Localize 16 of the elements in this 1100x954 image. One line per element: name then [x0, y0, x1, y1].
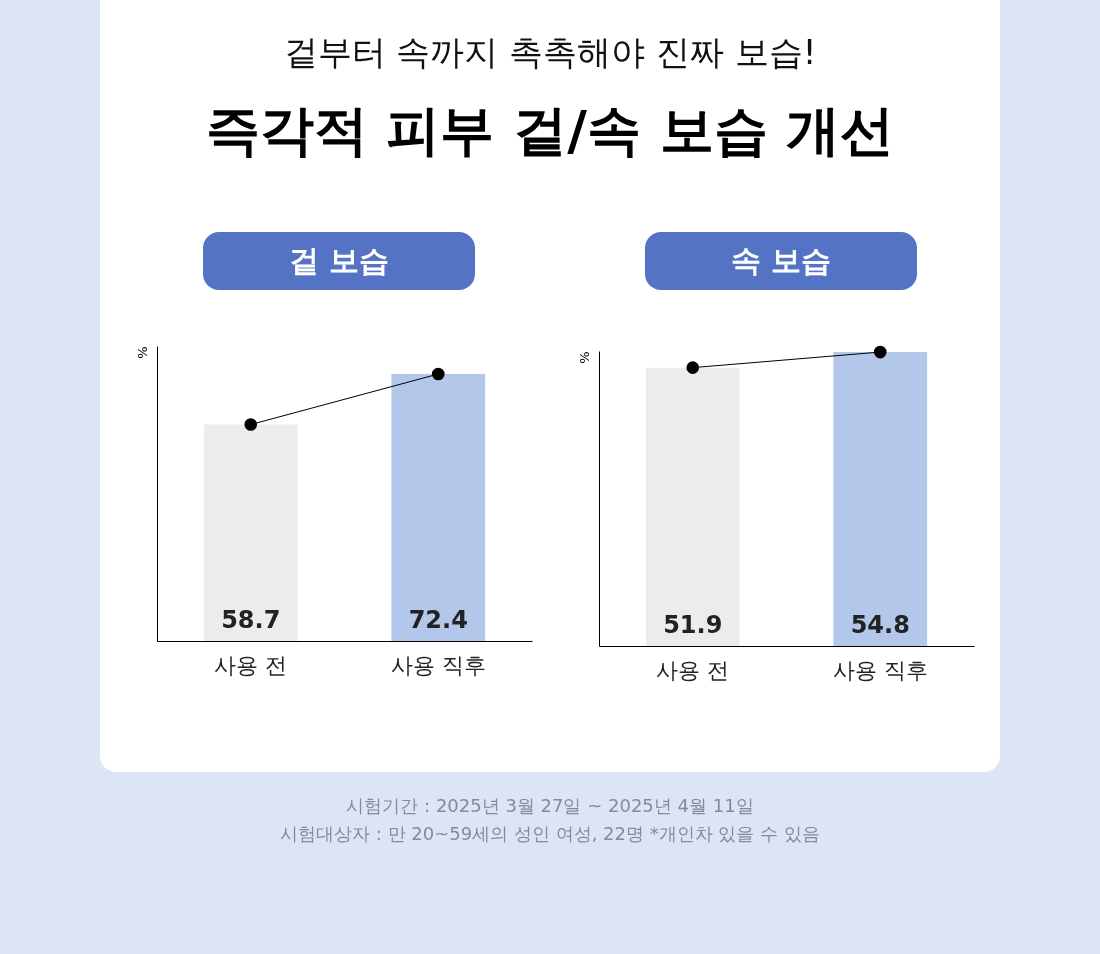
- text: 겉부터 속까지 촉촉해야 진짜 보습!: [282, 31, 818, 74]
- text: 시험대상자 : 만 20~59세의 성인 여성, 22명 *개인차 있을 수 있음: [279, 822, 821, 846]
- text: 즉각적 피부 겉/속 보습 개선: [204, 98, 896, 164]
- x-tick-label: 사용 직후: [390, 652, 486, 678]
- chart-title: 속 보습: [645, 232, 917, 290]
- chart-title: 겉 보습: [203, 232, 475, 290]
- y-axis-title: %: [134, 346, 150, 359]
- text: 시험기간 : 2025년 3월 27일 ~ 2025년 4월 11일: [345, 794, 755, 818]
- data-label: 54.8: [850, 611, 910, 639]
- x-tick-label: 사용 직후: [832, 657, 928, 683]
- y-axis-title: %: [576, 351, 592, 364]
- data-label: 51.9: [663, 611, 723, 639]
- x-tick-label: 사용 전: [656, 657, 730, 683]
- data-label: 72.4: [408, 606, 468, 634]
- x-tick-label: 사용 전: [214, 652, 288, 678]
- data-label: 58.7: [221, 606, 281, 634]
